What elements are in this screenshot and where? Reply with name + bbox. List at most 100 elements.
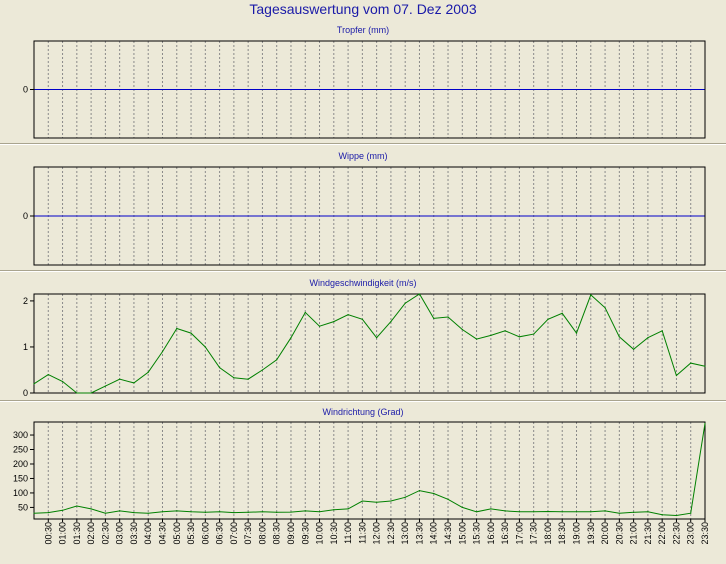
data-point [590,294,592,296]
x-tick-label: 18:00 [543,522,553,545]
data-point [333,321,335,323]
data-point [518,511,521,513]
data-point [433,317,435,320]
x-tick-label: 01:00 [58,522,68,545]
data-point [176,327,178,330]
y-tick-label: 150 [13,473,28,483]
data-point [290,337,292,339]
chart-title: Windgeschwindigkeit (m/s) [309,278,416,288]
x-tick-label: 20:00 [600,522,610,545]
chart-title: Wippe (mm) [339,151,388,161]
data-point [161,511,164,513]
data-point [76,505,78,507]
data-point [33,383,35,385]
data-point [461,506,463,509]
data-point [475,338,478,340]
data-point [404,302,406,304]
data-point [61,509,64,511]
data-point [333,509,335,511]
x-tick-label: 21:30 [643,522,653,545]
x-tick-label: 19:00 [572,522,582,545]
data-point [247,511,249,513]
data-point [533,333,535,335]
y-tick-label: 0 [23,85,28,95]
series-line [33,423,706,517]
data-point [119,378,121,380]
x-tick-label: 21:00 [629,522,639,545]
data-point [47,373,49,376]
series-line [33,293,706,394]
data-point [447,316,449,318]
data-point [318,511,321,513]
plot-frame [33,40,706,139]
x-tick-label: 14:30 [443,522,453,545]
y-tick-label: 2 [23,296,28,306]
panel-divider [0,400,726,402]
x-tick-label: 11:30 [357,522,367,544]
data-point [504,330,506,332]
x-tick-label: 16:30 [500,522,510,545]
data-point [376,337,378,339]
data-point [575,511,578,513]
data-point [133,382,135,384]
x-tick-label: 00:30 [43,522,53,545]
data-point [104,385,106,387]
data-point [204,346,206,348]
x-tick-label: 08:30 [272,522,282,545]
data-point [618,512,620,514]
data-point [147,371,149,373]
data-point [604,307,606,309]
data-point [47,512,49,514]
data-point [90,392,92,394]
data-point [647,337,649,339]
data-point [547,318,549,320]
x-tick-label: 15:30 [472,522,482,545]
data-point [76,392,78,394]
data-point [690,362,692,364]
x-tick-label: 17:00 [514,522,524,545]
data-point [233,512,235,514]
data-point [633,348,635,350]
data-point [119,510,121,512]
x-tick-label: 22:30 [671,522,681,545]
x-tick-label: 03:30 [129,522,139,545]
x-tick-label: 01:30 [72,522,82,545]
data-point [475,511,478,513]
x-tick-label: 17:30 [529,522,539,545]
data-point [418,490,421,492]
data-point [376,501,378,503]
x-tick-label: 23:00 [686,522,696,545]
data-point [447,498,449,500]
x-tick-label: 02:30 [100,522,110,545]
x-tick-label: 09:00 [286,522,296,545]
data-point [104,512,106,514]
data-point [204,511,206,513]
x-tick-label: 05:00 [172,522,182,545]
data-point [33,512,35,514]
data-point [190,332,192,334]
data-point [675,374,678,377]
chart-title: Tropfer (mm) [337,25,389,35]
x-tick-label: 22:00 [657,522,667,545]
y-tick-label: 250 [13,445,28,455]
data-point [161,350,164,353]
data-point [533,511,535,513]
data-point [347,508,349,510]
data-point [318,325,321,327]
data-point [704,422,706,425]
x-tick-label: 19:30 [586,522,596,545]
x-tick-label: 12:00 [372,522,382,545]
x-tick-label: 23:30 [700,522,710,545]
y-tick-label: 300 [13,430,28,440]
data-point [61,380,64,383]
x-tick-label: 15:00 [457,522,467,545]
data-point [633,511,635,513]
x-tick-label: 04:30 [157,522,167,545]
y-tick-label: 50 [18,502,28,512]
data-point [347,314,349,316]
plot-frame [33,421,706,520]
data-point [604,510,606,512]
x-tick-label: 05:30 [186,522,196,545]
y-tick-label: 200 [13,459,28,469]
y-tick-label: 1 [23,342,28,352]
